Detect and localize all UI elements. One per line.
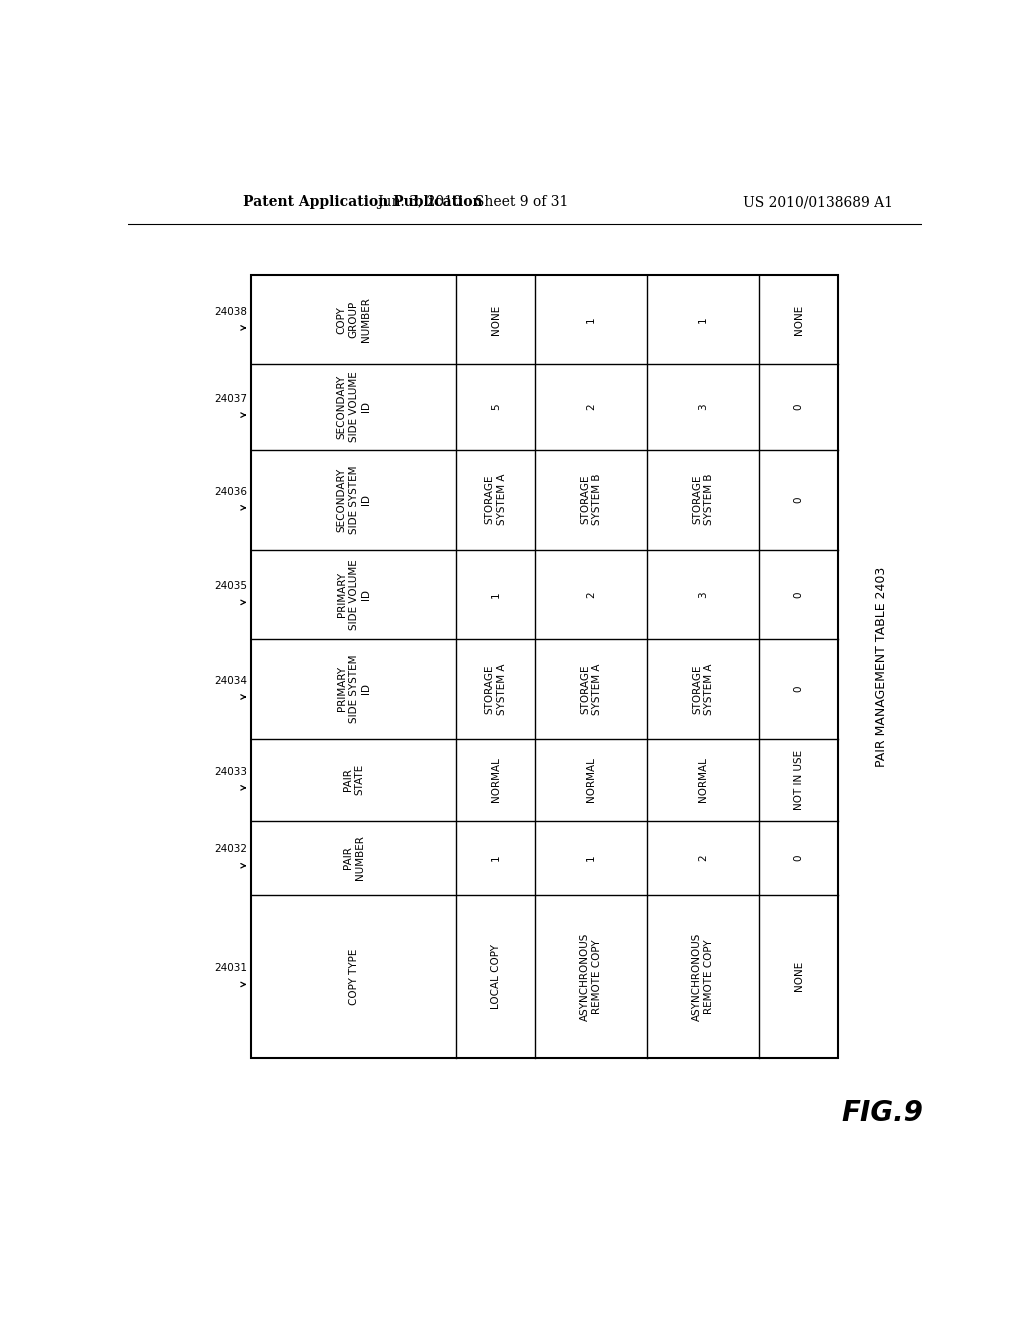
- Text: 5: 5: [490, 404, 501, 411]
- Text: STORAGE
SYSTEM A: STORAGE SYSTEM A: [581, 663, 602, 714]
- Text: COPY TYPE: COPY TYPE: [348, 948, 358, 1005]
- Text: NONE: NONE: [490, 305, 501, 335]
- Text: COPY
GROUP
NUMBER: COPY GROUP NUMBER: [337, 297, 371, 342]
- Text: 24038: 24038: [215, 306, 248, 317]
- Text: 24037: 24037: [215, 393, 248, 404]
- Text: Jun. 3, 2010   Sheet 9 of 31: Jun. 3, 2010 Sheet 9 of 31: [378, 195, 569, 209]
- Text: NORMAL: NORMAL: [490, 758, 501, 803]
- Text: 2: 2: [587, 591, 596, 598]
- Bar: [251, 276, 839, 1057]
- Text: NONE: NONE: [794, 961, 804, 991]
- Text: PRIMARY
SIDE VOLUME
ID: PRIMARY SIDE VOLUME ID: [337, 558, 371, 630]
- Text: ASYNCHRONOUS
REMOTE COPY: ASYNCHRONOUS REMOTE COPY: [692, 932, 714, 1020]
- Text: PAIR MANAGEMENT TABLE 2403: PAIR MANAGEMENT TABLE 2403: [876, 566, 889, 767]
- Text: PRIMARY
SIDE SYSTEM
ID: PRIMARY SIDE SYSTEM ID: [337, 655, 371, 723]
- Text: LOCAL COPY: LOCAL COPY: [490, 944, 501, 1008]
- Text: 1: 1: [587, 317, 596, 323]
- Text: ASYNCHRONOUS
REMOTE COPY: ASYNCHRONOUS REMOTE COPY: [581, 932, 602, 1020]
- Text: STORAGE
SYSTEM A: STORAGE SYSTEM A: [484, 663, 507, 714]
- Text: NORMAL: NORMAL: [698, 758, 709, 803]
- Text: STORAGE
SYSTEM B: STORAGE SYSTEM B: [692, 474, 714, 525]
- Text: 0: 0: [794, 404, 804, 411]
- Text: 24035: 24035: [215, 581, 248, 591]
- Text: PAIR
STATE: PAIR STATE: [343, 764, 365, 796]
- Text: 24032: 24032: [215, 845, 248, 854]
- Text: 1: 1: [698, 317, 709, 323]
- Text: 1: 1: [490, 854, 501, 861]
- Text: 0: 0: [794, 854, 804, 861]
- Text: STORAGE
SYSTEM A: STORAGE SYSTEM A: [484, 474, 507, 525]
- Text: 24036: 24036: [215, 487, 248, 496]
- Text: NORMAL: NORMAL: [587, 758, 596, 803]
- Text: NONE: NONE: [794, 305, 804, 335]
- Text: STORAGE
SYSTEM A: STORAGE SYSTEM A: [692, 663, 714, 714]
- Text: STORAGE
SYSTEM B: STORAGE SYSTEM B: [581, 474, 602, 525]
- Text: 24031: 24031: [215, 964, 248, 973]
- Text: 0: 0: [794, 685, 804, 692]
- Text: PAIR
NUMBER: PAIR NUMBER: [343, 836, 365, 880]
- Text: US 2010/0138689 A1: US 2010/0138689 A1: [743, 195, 893, 209]
- Text: 0: 0: [794, 496, 804, 503]
- Text: SECONDARY
SIDE VOLUME
ID: SECONDARY SIDE VOLUME ID: [337, 372, 371, 442]
- Text: 3: 3: [698, 404, 709, 411]
- Text: 24034: 24034: [215, 676, 248, 685]
- Text: 2: 2: [698, 854, 709, 861]
- Text: 24033: 24033: [215, 767, 248, 776]
- Text: FIG.9: FIG.9: [841, 1098, 923, 1126]
- Text: SECONDARY
SIDE SYSTEM
ID: SECONDARY SIDE SYSTEM ID: [337, 466, 371, 533]
- Text: 2: 2: [587, 404, 596, 411]
- Text: 1: 1: [587, 854, 596, 861]
- Text: NOT IN USE: NOT IN USE: [794, 750, 804, 809]
- Text: 1: 1: [490, 591, 501, 598]
- Text: Patent Application Publication: Patent Application Publication: [243, 195, 482, 209]
- Text: 0: 0: [794, 591, 804, 598]
- Text: 3: 3: [698, 591, 709, 598]
